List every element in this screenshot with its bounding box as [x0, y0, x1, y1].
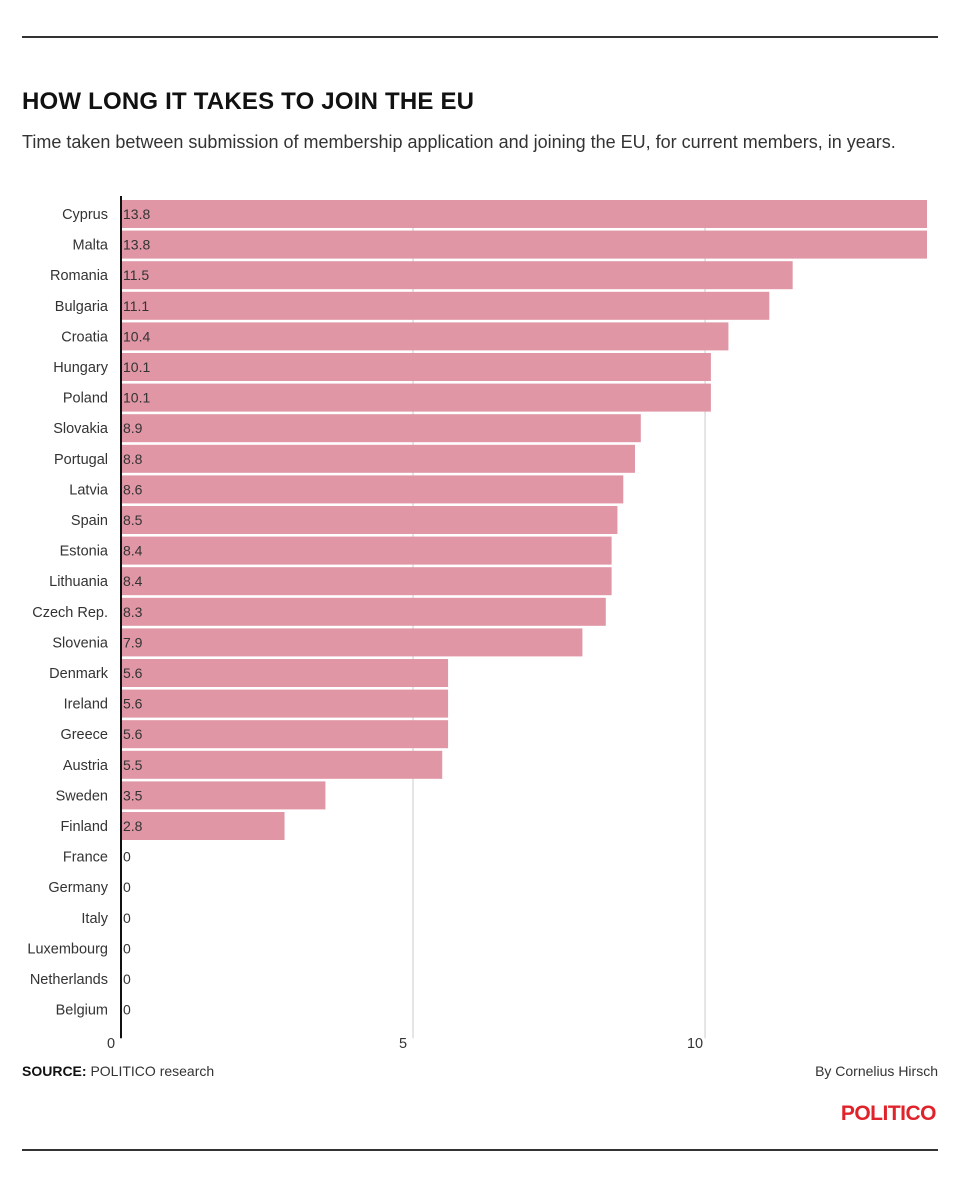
category-label: Lithuania	[49, 574, 109, 590]
source-label: SOURCE:	[22, 1063, 87, 1079]
bar	[121, 750, 443, 779]
value-label: 8.4	[123, 543, 143, 559]
bar	[121, 230, 927, 259]
category-label: Netherlands	[30, 972, 108, 988]
bar	[121, 383, 711, 412]
bar	[121, 659, 449, 687]
chart-subtitle: Time taken between submission of members…	[22, 132, 896, 152]
value-label: 5.6	[123, 726, 143, 742]
category-label: Malta	[73, 238, 109, 254]
bar-chart: Cyprus 13.8 Malta 13.8 Romania 11.5 Bulgaria 11…	[27, 196, 927, 1052]
value-label: 0	[123, 910, 131, 926]
bar	[121, 506, 618, 534]
value-label: 5.5	[123, 757, 143, 773]
bar	[121, 689, 449, 718]
category-label: Sweden	[56, 788, 108, 804]
category-label: France	[63, 850, 108, 866]
value-label: 5.6	[123, 665, 143, 681]
top-rule	[22, 36, 938, 38]
value-label: 8.8	[123, 451, 143, 467]
bar	[121, 781, 326, 810]
x-tick-label: 0	[107, 1036, 115, 1052]
category-label: Portugal	[54, 452, 108, 468]
bottom-rule	[22, 1149, 938, 1151]
byline: By Cornelius Hirsch	[815, 1063, 938, 1079]
politico-logo: POLITICO	[840, 1102, 937, 1125]
chart-title: HOW LONG IT TAKES TO JOIN THE EU	[22, 88, 475, 115]
x-tick-label: 10	[687, 1036, 703, 1052]
category-label: Slovakia	[53, 421, 109, 437]
bar	[121, 812, 285, 840]
bar	[121, 291, 770, 320]
value-label: 11.5	[123, 267, 149, 283]
value-label: 11.1	[123, 298, 149, 314]
bar	[121, 597, 606, 626]
value-label: 2.8	[123, 818, 143, 834]
category-label: Romania	[50, 268, 109, 284]
value-label: 0	[123, 849, 131, 865]
category-label: Croatia	[61, 329, 109, 345]
bar	[121, 720, 449, 749]
bar	[121, 567, 612, 596]
category-label: Luxembourg	[27, 941, 108, 957]
bar	[121, 414, 641, 443]
category-label: Bulgaria	[55, 299, 109, 315]
value-label: 8.6	[123, 481, 143, 497]
source-text: POLITICO research	[90, 1063, 215, 1079]
category-label: Denmark	[49, 666, 109, 682]
value-label: 5.6	[123, 696, 143, 712]
value-label: 13.8	[123, 206, 150, 222]
bar	[121, 261, 793, 290]
category-label: Belgium	[56, 1003, 108, 1019]
value-label: 10.4	[123, 328, 150, 344]
source-note: SOURCE: POLITICO research	[22, 1063, 214, 1079]
value-label: 7.9	[123, 634, 143, 650]
category-label: Germany	[48, 880, 108, 896]
value-label: 10.1	[123, 359, 150, 375]
category-label: Spain	[71, 513, 108, 529]
category-label: Czech Rep.	[32, 605, 108, 621]
bar	[121, 475, 624, 504]
bar	[121, 353, 711, 381]
category-label: Ireland	[64, 697, 108, 713]
value-label: 0	[123, 879, 131, 895]
category-label: Cyprus	[62, 207, 108, 223]
category-label: Finland	[60, 819, 108, 835]
category-label: Austria	[63, 758, 109, 774]
value-label: 8.9	[123, 420, 143, 436]
category-label: Italy	[81, 911, 108, 927]
bar	[121, 444, 635, 473]
x-tick-label: 5	[399, 1036, 407, 1052]
value-label: 0	[123, 940, 131, 956]
bar	[121, 200, 927, 228]
bar	[121, 628, 583, 657]
value-label: 8.3	[123, 604, 143, 620]
value-label: 3.5	[123, 787, 143, 803]
category-label: Greece	[60, 727, 108, 743]
category-label: Estonia	[60, 544, 109, 560]
value-label: 0	[123, 971, 131, 987]
category-label: Latvia	[69, 482, 109, 498]
category-label: Poland	[63, 391, 108, 407]
value-label: 13.8	[123, 237, 150, 253]
bar	[121, 536, 612, 565]
category-label: Slovenia	[52, 635, 109, 651]
value-label: 8.5	[123, 512, 143, 528]
value-label: 0	[123, 1002, 131, 1018]
value-label: 10.1	[123, 390, 150, 406]
bar	[121, 322, 729, 351]
category-label: Hungary	[53, 360, 109, 376]
value-label: 8.4	[123, 573, 143, 589]
